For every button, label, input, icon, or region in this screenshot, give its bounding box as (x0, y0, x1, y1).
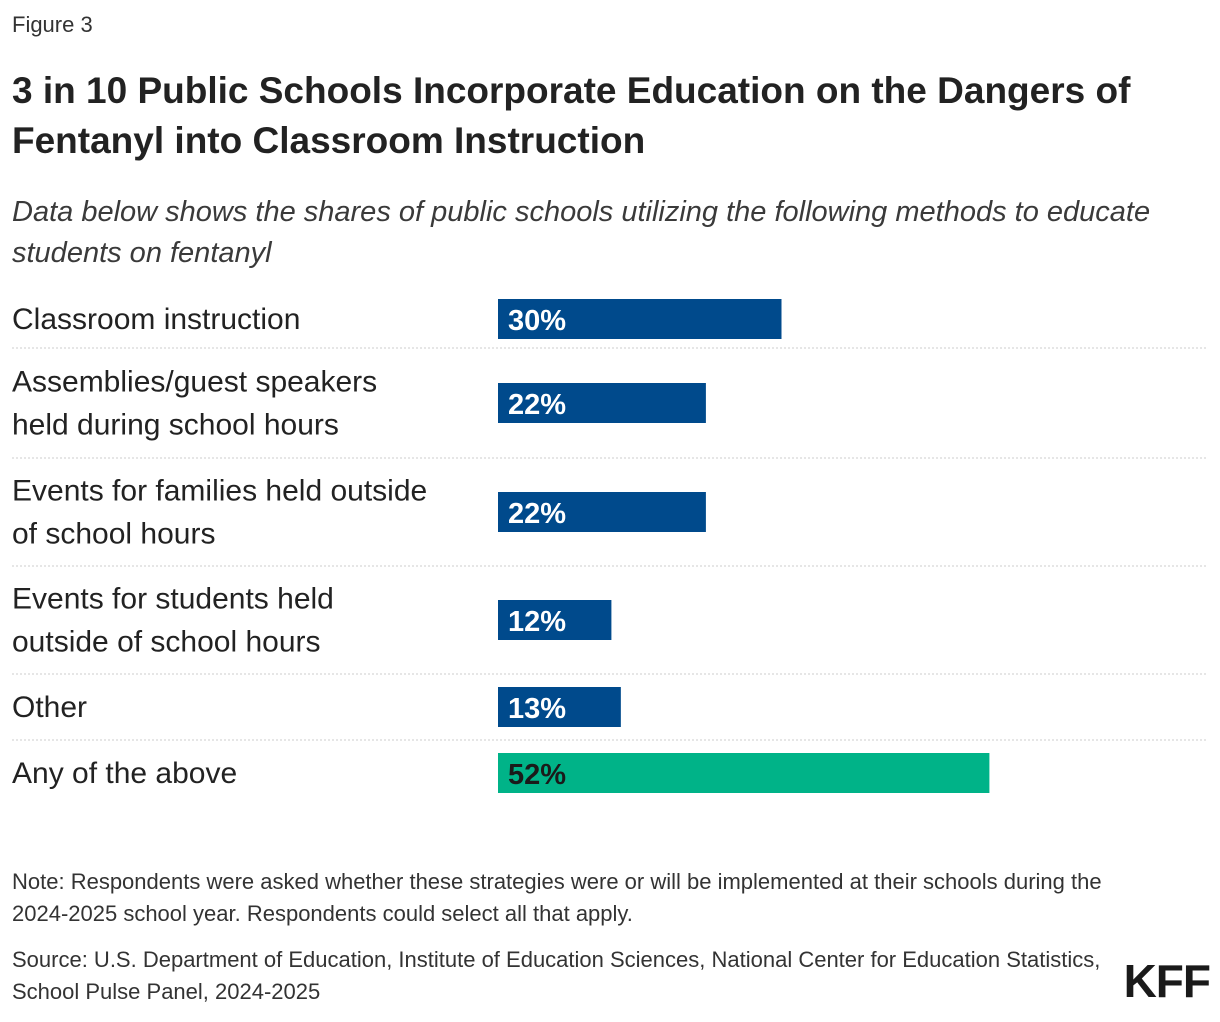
bar-row: Events for students held outside of schoo… (12, 583, 1208, 675)
value-label: 12% (508, 606, 566, 638)
bar-row: Classroom instruction 30% (12, 299, 1208, 349)
bar-row: Assemblies/guest speakers held during sch… (12, 366, 1208, 459)
bar (498, 492, 706, 532)
bar-chart: Classroom instruction 30% Assemblies/guest… (12, 299, 1208, 793)
value-label: 22% (508, 498, 566, 530)
category-label: Any of the above (12, 757, 237, 790)
value-label: 13% (508, 693, 566, 725)
bar-highlight (498, 753, 990, 793)
bar-row: Any of the above 52% (12, 753, 990, 793)
category-label: Other (12, 691, 87, 724)
bar (498, 687, 621, 727)
bar-row: Other 13% (12, 687, 1208, 741)
category-label: Events for students held outside of schoo… (12, 583, 334, 659)
chart-subtitle: Data below shows the shares of public sc… (12, 196, 1151, 269)
bar (498, 600, 612, 640)
category-label: Assemblies/guest speakers held during sch… (12, 366, 377, 442)
category-label: Classroom instruction (12, 303, 300, 336)
chart-note: Note: Respondents were asked whether the… (12, 869, 1102, 926)
bar-row: Events for families held outside of schoo… (12, 475, 1208, 567)
figure-label: Figure 3 (12, 12, 93, 37)
value-label: 30% (508, 305, 566, 337)
bar (498, 383, 706, 423)
bar (498, 299, 782, 339)
value-label: 52% (508, 759, 566, 791)
value-label: 22% (508, 389, 566, 421)
kff-logo: KFF (1123, 955, 1211, 1007)
chart-source: Source: U.S. Department of Education, In… (12, 947, 1101, 1004)
category-label: Events for families held outside of schoo… (12, 475, 427, 551)
chart-title: 3 in 10 Public Schools Incorporate Educa… (12, 70, 1131, 161)
